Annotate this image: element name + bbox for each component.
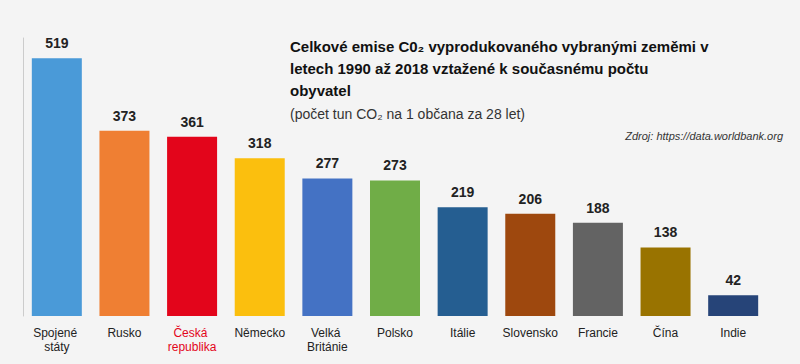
svg-text:Itálie: Itálie xyxy=(450,326,476,340)
svg-text:219: 219 xyxy=(451,184,475,200)
svg-text:Slovensko: Slovensko xyxy=(503,326,559,340)
svg-text:206: 206 xyxy=(519,191,543,207)
svg-text:Celkové emise C0₂ vyprodukovan: Celkové emise C0₂ vyprodukovaného vybran… xyxy=(290,38,713,55)
svg-text:273: 273 xyxy=(383,157,407,173)
svg-text:318: 318 xyxy=(248,135,272,151)
svg-text:188: 188 xyxy=(586,200,610,216)
svg-text:obyvatel: obyvatel xyxy=(290,82,351,99)
svg-text:Británie: Británie xyxy=(307,340,348,354)
svg-text:Zdroj: https://data.worldbank.: Zdroj: https://data.worldbank.org xyxy=(624,130,784,142)
svg-text:letech 1990 až 2018 vztažené k: letech 1990 až 2018 vztažené k současném… xyxy=(290,60,653,77)
svg-text:373: 373 xyxy=(113,108,137,124)
svg-text:republika: republika xyxy=(168,340,217,354)
svg-text:361: 361 xyxy=(180,114,204,130)
svg-text:Česká: Česká xyxy=(173,325,210,340)
svg-text:519: 519 xyxy=(45,35,69,51)
svg-text:138: 138 xyxy=(654,224,678,240)
svg-text:Rusko: Rusko xyxy=(107,326,141,340)
svg-text:(počet tun CO₂ na 1 občana za: (počet tun CO₂ na 1 občana za 28 let) xyxy=(290,106,525,122)
svg-text:Čína: Čína xyxy=(653,325,679,340)
svg-text:Francie: Francie xyxy=(578,326,618,340)
svg-text:42: 42 xyxy=(725,272,741,288)
svg-text:Indie: Indie xyxy=(720,326,746,340)
svg-text:Německo: Německo xyxy=(234,326,285,340)
svg-text:Polsko: Polsko xyxy=(377,326,413,340)
svg-text:Velká: Velká xyxy=(311,326,344,340)
svg-text:Spojené: Spojené xyxy=(33,326,80,340)
svg-text:277: 277 xyxy=(316,155,340,171)
svg-text:státy: státy xyxy=(44,340,69,354)
